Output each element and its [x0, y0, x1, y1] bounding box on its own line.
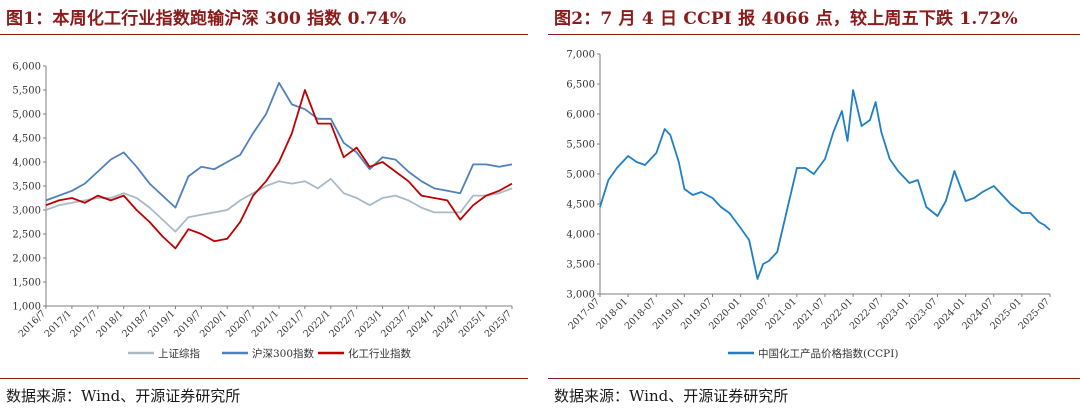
y-tick-label: 1,000: [12, 302, 41, 313]
x-tick-label: 2023/7: [379, 308, 410, 339]
y-tick-label: 4,500: [12, 134, 41, 145]
source-divider: [548, 378, 1080, 379]
x-tick-label: 2024/1: [405, 308, 436, 339]
legend-label: 上证综指: [158, 347, 200, 360]
y-tick-label: 3,500: [12, 182, 41, 193]
ccpi-chart: 3,000 3,500 4,000 4,500 5,000 5,500 6,000 6,500…: [566, 50, 1052, 361]
x-tick-label: 2021/1: [250, 308, 281, 339]
chart-panel-2: 图2：7 月 4 日 CCPI 报 4066 点，较上周五下跌 1.72% 3,…: [548, 0, 1080, 419]
y-tick-label: 2,000: [12, 254, 41, 265]
source-note: 数据来源：Wind、开源证券研究所: [6, 387, 241, 405]
x-tick-label: 2018/7: [120, 308, 151, 339]
x-tick-label: 2020/7: [224, 308, 255, 339]
chart-title: 图1：本周化工行业指数跑输沪深 300 指数 0.74%: [6, 9, 407, 29]
y-tick-label: 7,000: [566, 50, 595, 61]
x-tick-label: 2025/1: [457, 308, 488, 339]
source-divider: [0, 378, 528, 379]
y-tick-label: 4,500: [566, 200, 595, 211]
y-tick-label: 5,500: [566, 140, 595, 151]
y-tick-label: 6,000: [566, 110, 595, 121]
y-tick-label: 3,500: [566, 260, 595, 271]
title-divider: [548, 34, 1080, 35]
y-tick-label: 5,500: [12, 86, 41, 97]
y-tick-label: 4,000: [12, 158, 41, 169]
y-tick-label: 6,500: [566, 80, 595, 91]
x-tick-label: 2017/7: [68, 308, 99, 339]
source-note: 数据来源：Wind、开源证券研究所: [554, 387, 789, 405]
title-divider: [0, 34, 528, 35]
x-tick-label: 2025/7: [483, 308, 514, 339]
series-line: [599, 89, 1051, 280]
index-comparison-chart: 1,000 1,500 2,000 2,500 3,000 3,500 4,000 4,500…: [12, 62, 514, 361]
x-tick-label: 2019/1: [146, 308, 177, 339]
legend-label: 中国化工产品价格指数(CCPI): [758, 347, 898, 360]
x-tick-label: 2021/7: [276, 308, 307, 339]
chart-title: 图2：7 月 4 日 CCPI 报 4066 点，较上周五下跌 1.72%: [554, 9, 1018, 29]
y-tick-label: 3,000: [12, 206, 41, 217]
x-tick-label: 2020/1: [198, 308, 229, 339]
y-tick-label: 2,500: [12, 230, 41, 241]
y-tick-label: 3,000: [566, 290, 595, 301]
x-tick-label: 2024/7: [431, 308, 462, 339]
x-tick-label: 2016/7: [17, 308, 48, 339]
x-tick-label: 2023/1: [353, 308, 384, 339]
x-tick-label: 2019/7: [172, 308, 203, 339]
y-tick-label: 5,000: [12, 110, 41, 121]
series-line: [45, 89, 513, 250]
y-tick-label: 5,000: [566, 170, 595, 181]
chart-panel-1: 图1：本周化工行业指数跑输沪深 300 指数 0.74% 1,000 1,500 2…: [0, 0, 528, 419]
y-tick-label: 6,000: [12, 62, 41, 73]
x-tick-label: 2018/1: [94, 308, 125, 339]
x-tick-label: 2022/7: [327, 308, 358, 339]
x-tick-label: 2022/1: [301, 308, 332, 339]
series-line: [45, 177, 513, 233]
legend-label: 化工行业指数: [348, 347, 411, 360]
x-tick-label: 2025-07: [1016, 296, 1052, 332]
x-tick-label: 2017/1: [43, 308, 74, 339]
series-line: [45, 81, 513, 209]
y-tick-label: 1,500: [12, 278, 41, 289]
y-tick-label: 4,000: [566, 230, 595, 241]
legend-label: 沪深300指数: [252, 347, 315, 360]
